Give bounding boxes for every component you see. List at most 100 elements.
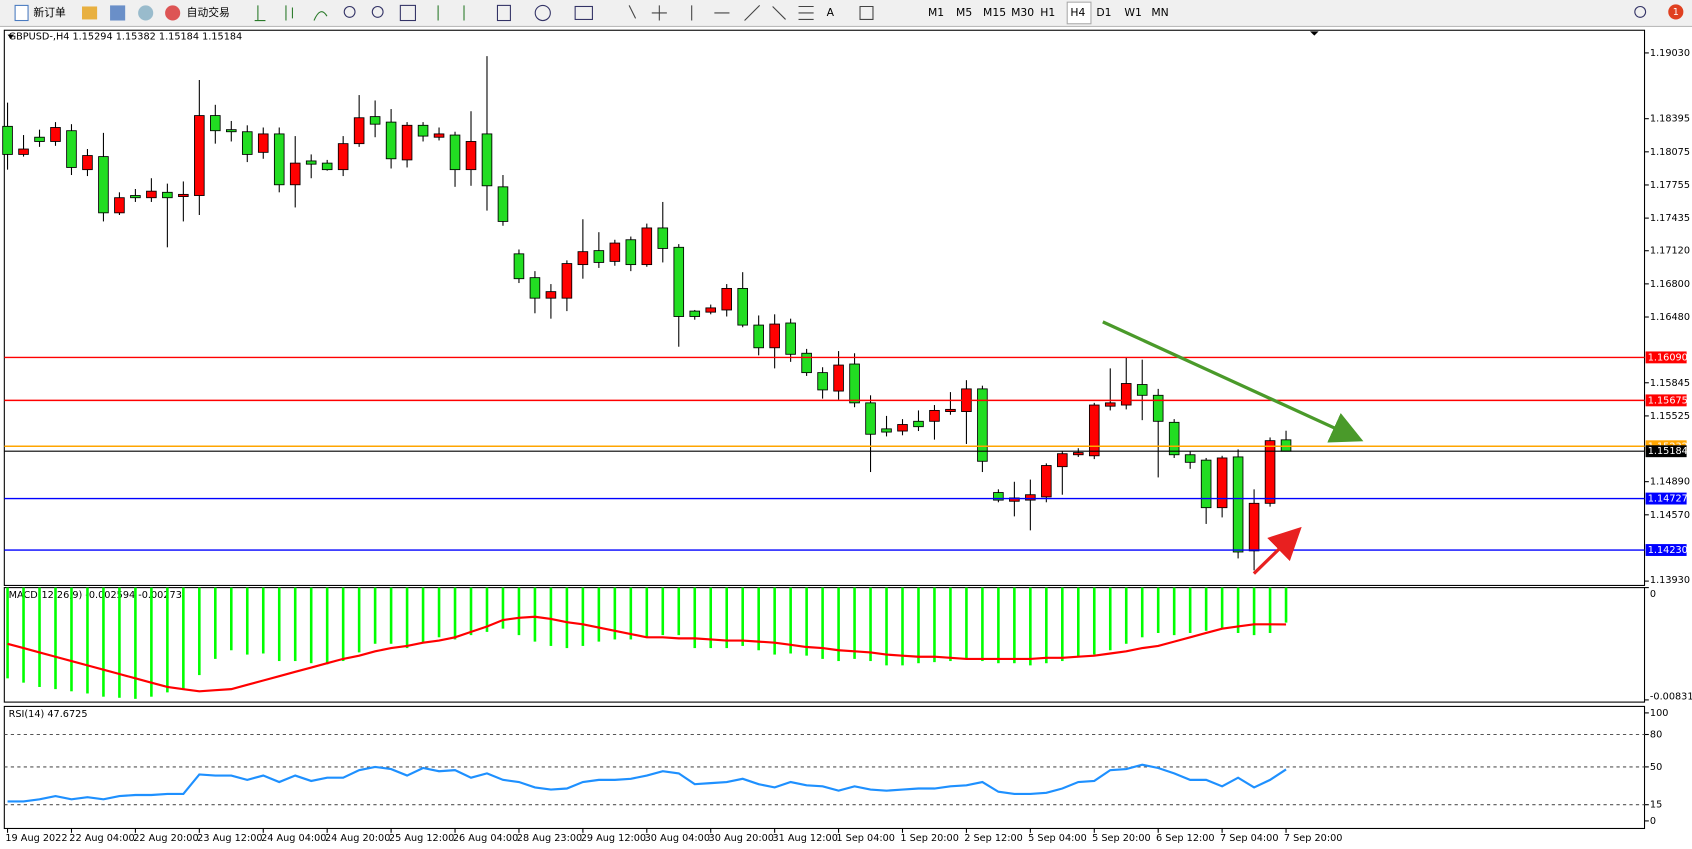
y-tick-label: 1.17755 xyxy=(1650,180,1690,191)
candle-body xyxy=(1041,465,1052,498)
macd-bar xyxy=(533,587,537,642)
candle-body xyxy=(561,263,573,299)
new-order-button[interactable]: 新订单 xyxy=(33,6,66,19)
x-tick-label: 31 Aug 12:00 xyxy=(772,833,837,844)
toolbar-icons[interactable] xyxy=(254,4,874,22)
macd-bar xyxy=(613,587,617,640)
toolbar-icon[interactable] xyxy=(82,6,98,20)
timeframe-button[interactable]: H1 xyxy=(1040,6,1055,19)
signal-value: -0.00273 xyxy=(138,590,182,601)
x-tick-label: 30 Aug 04:00 xyxy=(645,833,710,844)
timeframe-button[interactable]: M1 xyxy=(928,6,944,19)
candle-body xyxy=(194,115,205,196)
chart-shift-marker xyxy=(1310,31,1319,36)
notification-badge[interactable] xyxy=(1668,4,1684,20)
auto-trading-icon[interactable] xyxy=(165,5,181,21)
candle-body xyxy=(210,115,221,132)
x-tick-label: 29 Aug 12:00 xyxy=(581,833,646,844)
macd-bar xyxy=(357,587,361,653)
candle-body xyxy=(849,363,860,404)
auto-trading-button[interactable]: 自动交易 xyxy=(187,6,230,19)
candle-body xyxy=(369,116,381,125)
candle-body xyxy=(34,136,45,142)
candle-body xyxy=(753,324,764,349)
candle-body xyxy=(114,197,125,214)
candle-body xyxy=(433,133,445,138)
candle-body xyxy=(401,124,413,161)
candle-body xyxy=(481,133,493,187)
macd-bar xyxy=(981,587,984,662)
timeframe-button[interactable]: M30 xyxy=(1011,6,1034,19)
rsi-title: RSI(14) xyxy=(9,709,45,720)
macd-bar xyxy=(917,587,920,664)
candle-body xyxy=(657,227,669,249)
macd-bar xyxy=(293,587,297,662)
macd-bar xyxy=(1236,587,1240,633)
macd-bar xyxy=(261,587,265,654)
macd-bar xyxy=(437,587,441,638)
y-tick-label: 1.18395 xyxy=(1650,114,1690,125)
candle-body xyxy=(513,253,525,280)
toolbar-icon[interactable] xyxy=(138,5,154,21)
macd-bar xyxy=(309,587,313,664)
macd-bar xyxy=(565,587,569,649)
macd-bar xyxy=(1204,587,1208,631)
x-tick-label: 1 Sep 04:00 xyxy=(836,833,895,844)
macd-bar xyxy=(245,587,249,655)
timeframe-button[interactable]: MN xyxy=(1151,6,1168,19)
macd-bar xyxy=(853,587,856,659)
new-order-icon[interactable] xyxy=(14,4,29,22)
candle-body xyxy=(1152,394,1164,422)
text-tool[interactable]: A xyxy=(827,6,835,19)
candle-body xyxy=(609,242,621,262)
toolbar-icon[interactable] xyxy=(110,5,126,21)
x-tick-label: 19 Aug 2022 xyxy=(5,833,67,844)
candle-body xyxy=(1057,453,1068,468)
macd-bar xyxy=(54,587,57,690)
y-tick-label: -0.008317 xyxy=(1650,692,1692,703)
timeframe-button[interactable]: M5 xyxy=(956,6,972,19)
timeframe-button[interactable]: H4 xyxy=(1070,6,1085,19)
search-icon[interactable] xyxy=(1634,5,1647,18)
macd-bar xyxy=(965,587,968,659)
x-tick-label: 5 Sep 04:00 xyxy=(1028,833,1087,844)
x-tick-label: 23 Aug 12:00 xyxy=(197,833,262,844)
timeframe-button[interactable]: D1 xyxy=(1096,6,1111,19)
timeframe-button[interactable]: W1 xyxy=(1124,6,1142,19)
x-tick-label: 25 Aug 12:00 xyxy=(389,833,454,844)
y-tick-label: 80 xyxy=(1650,730,1662,741)
macd-bar xyxy=(118,587,121,698)
candle-body xyxy=(1200,459,1212,509)
x-tick-label: 5 Sep 20:00 xyxy=(1092,833,1151,844)
macd-bar xyxy=(1029,587,1032,666)
macd-bar xyxy=(198,587,201,676)
trend-arrow-down xyxy=(1102,320,1364,443)
x-tick-label: 6 Sep 12:00 xyxy=(1156,833,1215,844)
x-tick-label: 30 Aug 20:00 xyxy=(709,833,774,844)
macd-bar xyxy=(86,587,89,694)
x-tick-label: 7 Sep 04:00 xyxy=(1220,833,1279,844)
macd-bar xyxy=(373,587,377,644)
y-tick-label: 50 xyxy=(1650,762,1662,773)
level-label-box xyxy=(1645,544,1687,556)
macd-bar xyxy=(789,587,792,654)
macd-bar xyxy=(741,587,744,646)
x-tick-label: 2 Sep 12:00 xyxy=(964,833,1023,844)
macd-bar xyxy=(821,587,824,659)
macd-bar xyxy=(725,587,729,649)
x-tick-label: 24 Aug 04:00 xyxy=(261,833,326,844)
price-header: GBPUSD-,H4 1.15294 1.15382 1.15184 1.151… xyxy=(9,32,243,43)
macd-bar xyxy=(581,587,585,646)
timeframe-button[interactable]: M15 xyxy=(983,6,1006,19)
candle-body xyxy=(641,227,653,266)
trend-arrow-up xyxy=(1252,526,1302,575)
candle-body xyxy=(130,195,141,199)
candle-body xyxy=(2,125,13,155)
candle-body xyxy=(897,424,908,432)
macd-bar xyxy=(341,587,345,662)
macd-bar xyxy=(933,587,936,663)
x-tick-label: 1 Sep 20:00 xyxy=(900,833,959,844)
candle-body xyxy=(977,388,988,462)
candle-body xyxy=(593,250,605,263)
